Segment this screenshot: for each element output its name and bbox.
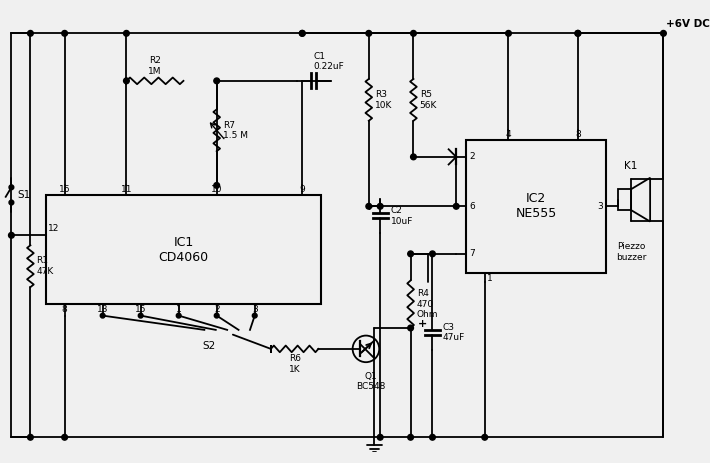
Circle shape (408, 434, 413, 440)
Circle shape (408, 325, 413, 331)
Text: 2: 2 (214, 305, 219, 314)
Circle shape (366, 31, 371, 36)
Bar (45, 195, 321, 304)
Text: IC1
CD4060: IC1 CD4060 (158, 236, 209, 263)
Text: 2: 2 (469, 152, 475, 162)
Text: C2
10uF: C2 10uF (391, 206, 413, 225)
Circle shape (408, 251, 413, 257)
Circle shape (430, 251, 435, 257)
Circle shape (9, 232, 14, 238)
Text: Piezzo
buzzer: Piezzo buzzer (616, 243, 646, 262)
Text: 11: 11 (121, 185, 132, 194)
Text: 3: 3 (597, 202, 603, 211)
Text: 8: 8 (575, 130, 581, 139)
Text: R4
470
Ohm: R4 470 Ohm (417, 289, 438, 319)
Circle shape (124, 31, 129, 36)
Text: 15: 15 (135, 305, 146, 314)
Circle shape (9, 200, 13, 205)
Text: R2
1M: R2 1M (148, 56, 162, 75)
Text: R7
1.5 M: R7 1.5 M (223, 120, 248, 140)
Circle shape (454, 203, 459, 209)
Text: 8: 8 (62, 305, 67, 314)
Text: Q1
BC548: Q1 BC548 (356, 372, 386, 391)
Circle shape (660, 31, 666, 36)
Text: R1
47K: R1 47K (37, 257, 54, 276)
Text: K1: K1 (624, 161, 638, 171)
Circle shape (62, 434, 67, 440)
Circle shape (410, 31, 416, 36)
Circle shape (100, 313, 105, 318)
Text: S2: S2 (202, 341, 216, 351)
Text: 3: 3 (252, 305, 258, 314)
Text: R3
10K: R3 10K (375, 90, 393, 110)
Text: +6V DC: +6V DC (666, 19, 710, 29)
Circle shape (575, 31, 581, 36)
Circle shape (430, 434, 435, 440)
Circle shape (124, 78, 129, 84)
Text: C1
0.22uF: C1 0.22uF (314, 52, 344, 71)
Circle shape (377, 203, 383, 209)
Circle shape (176, 313, 181, 318)
Text: 12: 12 (48, 225, 59, 233)
Text: 1: 1 (486, 274, 493, 283)
Circle shape (482, 434, 488, 440)
Text: C3
47uF: C3 47uF (443, 323, 465, 343)
Text: 6: 6 (469, 202, 475, 211)
Text: 1: 1 (176, 305, 182, 314)
Text: 9: 9 (300, 185, 305, 194)
Text: R5
56K: R5 56K (420, 90, 437, 110)
Text: +: + (417, 319, 427, 329)
Text: S1: S1 (17, 190, 31, 200)
Bar (618, 189, 631, 210)
Circle shape (214, 78, 219, 84)
Bar (466, 140, 606, 273)
Text: 16: 16 (59, 185, 70, 194)
Text: R6
1K: R6 1K (289, 354, 300, 374)
Circle shape (9, 185, 13, 190)
Text: 13: 13 (97, 305, 109, 314)
Circle shape (506, 31, 511, 36)
Circle shape (28, 434, 33, 440)
Text: 7: 7 (469, 250, 475, 258)
Circle shape (28, 31, 33, 36)
Circle shape (366, 203, 371, 209)
Circle shape (377, 434, 383, 440)
Text: 10: 10 (211, 185, 222, 194)
Circle shape (575, 31, 581, 36)
Circle shape (300, 31, 305, 36)
Circle shape (62, 31, 67, 36)
Circle shape (252, 313, 257, 318)
Circle shape (300, 31, 305, 36)
Circle shape (214, 313, 219, 318)
Text: 4: 4 (506, 130, 511, 139)
Circle shape (214, 182, 219, 188)
Text: IC2
NE555: IC2 NE555 (515, 192, 557, 220)
Circle shape (138, 313, 143, 318)
Text: +: + (365, 202, 374, 213)
Circle shape (410, 154, 416, 160)
